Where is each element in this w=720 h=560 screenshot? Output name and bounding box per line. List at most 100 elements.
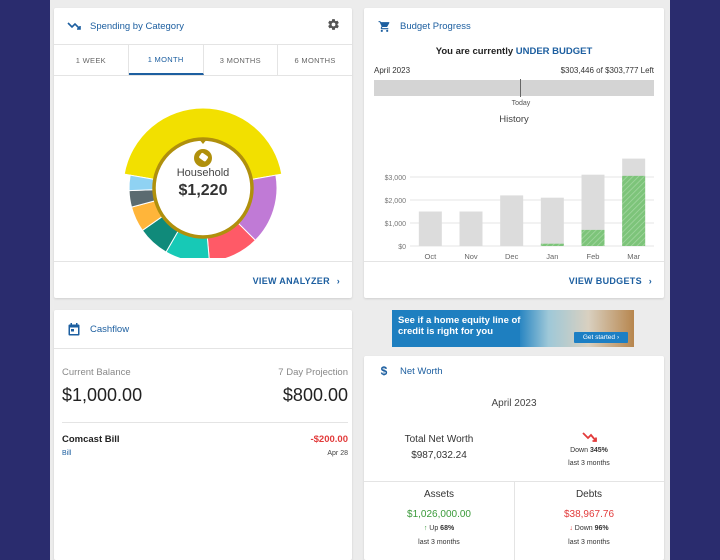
donut-center-label: Household — [176, 167, 230, 179]
spending-header: Spending by Category — [54, 8, 352, 44]
cashflow-header-divider — [54, 348, 352, 349]
budget-bar-jan — [540, 197, 564, 246]
donut-center — [158, 143, 248, 233]
networth-month: April 2023 — [491, 398, 537, 409]
chevron-right-icon: › — [648, 276, 652, 286]
bill-list-item[interactable]: Comcast Bill Bill -$200.00 Apr 28 — [54, 428, 352, 468]
budget-bar-oct — [418, 211, 442, 246]
budget-header: Budget Progress — [364, 8, 664, 44]
view-analyzer-link[interactable]: VIEW ANALYZER › — [253, 276, 340, 286]
today-marker — [519, 79, 521, 97]
donut-center-value: $1,220 — [178, 182, 228, 199]
today-label: Today — [511, 100, 531, 107]
assets-period: last 3 months — [418, 539, 460, 546]
trending-down-icon — [66, 21, 82, 31]
x-tick-label: Dec — [505, 252, 519, 261]
budget-status-prefix: You are currently — [435, 46, 514, 57]
budget-card: Budget Progress You are currently UNDER … — [364, 8, 664, 298]
view-budgets-link[interactable]: VIEW BUDGETS › — [569, 276, 652, 286]
total-networth-value: $987,032.24 — [411, 450, 467, 461]
bill-date: Apr 28 — [327, 450, 348, 457]
cashflow-header: Cashflow — [54, 310, 352, 348]
bill-type: Bill — [62, 450, 72, 457]
networth-change-pct: 345% — [589, 447, 608, 454]
cashflow-card: Cashflow Current Balance $1,000.00 7 Day… — [54, 310, 352, 560]
history-title: History — [499, 114, 529, 125]
projection-value: $800.00 — [282, 385, 348, 405]
view-analyzer-label: VIEW ANALYZER — [252, 276, 330, 286]
cashflow-title: Cashflow — [90, 323, 130, 335]
debts-change-pct: 96% — [594, 525, 609, 532]
period-tabs: 1 WEEK 1 MONTH 3 MONTHS 6 MONTHS — [54, 44, 352, 76]
dashboard: Spending by Category 1 WEEK 1 MONTH 3 MO… — [50, 0, 670, 560]
arrow-up-icon: ↑ — [423, 525, 428, 532]
bill-amount: -$200.00 — [310, 434, 348, 445]
assets-label: Assets — [423, 489, 454, 500]
budget-month: April 2023 — [374, 66, 411, 75]
budget-bar-dec — [500, 195, 524, 246]
dollar-icon: $ — [380, 364, 388, 378]
view-budgets-label: VIEW BUDGETS — [568, 276, 642, 286]
projection-label: 7 Day Projection — [278, 367, 348, 378]
arrow-down-icon: ↓ — [569, 525, 573, 532]
networth-change-text: Down — [570, 447, 589, 454]
trend-down-icon — [582, 430, 598, 448]
debts-change-text: Down — [574, 525, 593, 532]
ad-cta-button[interactable]: Get started › — [574, 332, 628, 343]
spending-footer-divider — [54, 261, 352, 262]
y-tick-label: $0 — [398, 244, 406, 251]
ad-cta-label: Get started — [582, 334, 615, 341]
assets-change-pct: 68% — [440, 525, 455, 532]
budget-status-value: UNDER BUDGET — [515, 46, 593, 57]
networth-change: Down 345% — [554, 447, 624, 454]
tab-6-months[interactable]: 6 MONTHS — [294, 55, 336, 65]
debts-label: Debts — [575, 489, 603, 500]
budget-status: You are currently UNDER BUDGET — [364, 46, 664, 57]
settings-gear-icon[interactable] — [327, 18, 340, 34]
spending-card: Spending by Category 1 WEEK 1 MONTH 3 MO… — [54, 8, 352, 298]
calendar-icon — [66, 322, 82, 336]
spent-bar-feb — [581, 229, 605, 246]
budget-bar-feb — [581, 174, 605, 246]
assets-change-text: Up — [429, 525, 439, 532]
home-equity-ad[interactable]: See if a home equity line of credit is r… — [392, 310, 634, 347]
spending-donut-chart[interactable] — [54, 78, 352, 258]
y-tick-label: $3,000 — [385, 175, 407, 182]
spent-bar-mar — [622, 175, 646, 246]
debts-value: $38,967.76 — [563, 509, 615, 520]
history-bar-chart: $0 $1,000 $2,000 $3,000 Oct Nov Dec Jan Feb Mar — [385, 158, 654, 261]
x-tick-label: Nov — [464, 252, 478, 261]
spending-title: Spending by Category — [90, 20, 185, 32]
tag-glyph — [199, 153, 208, 162]
cart-icon — [376, 20, 392, 33]
ad-headline: See if a home equity line of credit is r… — [398, 315, 521, 337]
cashflow-divider — [62, 422, 348, 423]
debts-period: last 3 months — [568, 539, 610, 546]
budget-footer-divider — [364, 261, 664, 262]
spent-bar-jan — [540, 243, 564, 246]
bill-name: Comcast Bill — [62, 434, 120, 445]
chevron-right-icon: › — [616, 334, 620, 341]
debts-change: ↓ Down 96% — [514, 525, 664, 532]
current-balance-label: Current Balance — [62, 367, 131, 378]
networth-title: Net Worth — [400, 365, 443, 377]
selected-pointer — [198, 138, 208, 144]
tab-1-week[interactable]: 1 WEEK — [54, 45, 129, 75]
assets-value: $1,026,000.00 — [407, 509, 471, 520]
networth-split-divider — [514, 481, 515, 560]
budget-progress-bar — [374, 79, 654, 97]
current-balance-value: $1,000.00 — [62, 385, 143, 405]
x-tick-label: Feb — [587, 252, 600, 261]
tab-3-months[interactable]: 3 MONTHS — [204, 45, 279, 75]
budget-title: Budget Progress — [400, 20, 471, 32]
assets-change: ↑ Up 68% — [364, 525, 514, 532]
budget-remaining: $303,446 of $303,777 Left — [560, 66, 654, 75]
total-networth-label: Total Net Worth — [404, 434, 474, 445]
y-tick-label: $1,000 — [385, 221, 407, 228]
y-tick-label: $2,000 — [385, 198, 407, 205]
x-tick-label: Mar — [627, 252, 640, 261]
x-tick-label: Oct — [424, 252, 437, 261]
chevron-right-icon: › — [336, 276, 340, 286]
budget-bar-nov — [459, 211, 483, 246]
tab-1-month[interactable]: 1 MONTH — [128, 45, 204, 75]
